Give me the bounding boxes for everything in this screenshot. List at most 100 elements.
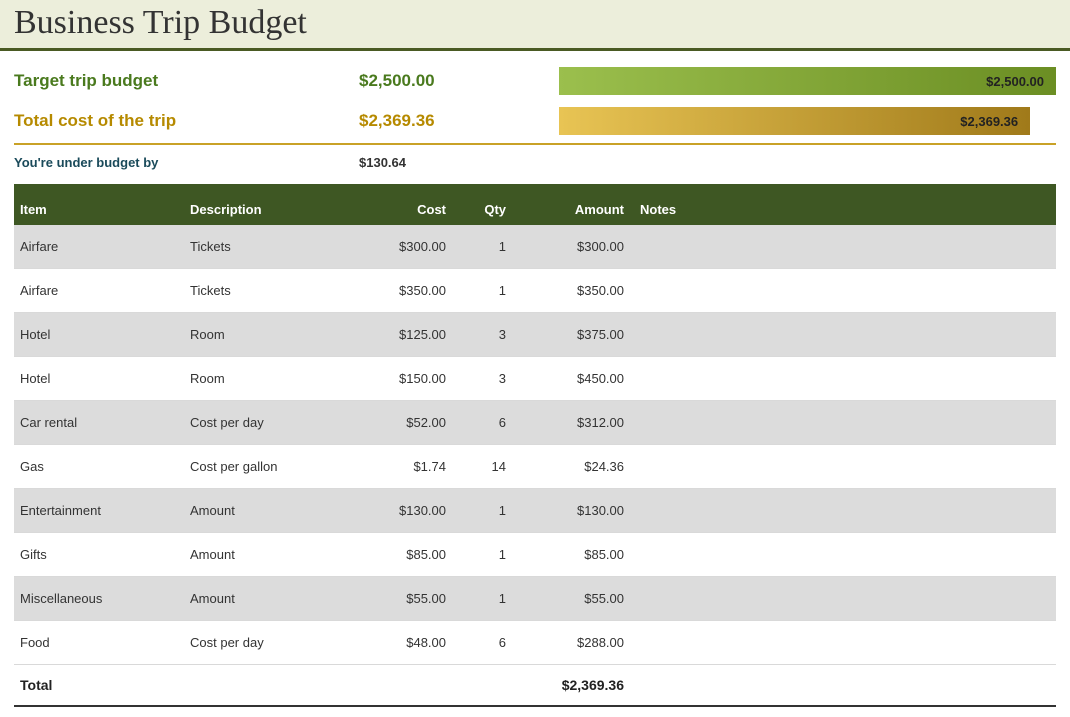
table-row: GiftsAmount$85.001$85.00	[14, 533, 1056, 577]
header-description: Description	[184, 184, 364, 225]
cell-description: Cost per day	[184, 621, 364, 665]
cell-cost: $85.00	[364, 533, 464, 577]
header-item: Item	[14, 184, 184, 225]
cell-cost: $130.00	[364, 489, 464, 533]
cell-description: Tickets	[184, 269, 364, 313]
cell-description: Amount	[184, 489, 364, 533]
cell-qty: 1	[464, 225, 524, 269]
table-row: HotelRoom$150.003$450.00	[14, 357, 1056, 401]
cell-notes	[634, 489, 1056, 533]
target-bar-text: $2,500.00	[986, 74, 1044, 89]
table-row: GasCost per gallon$1.7414$24.36	[14, 445, 1056, 489]
table-row: FoodCost per day$48.006$288.00	[14, 621, 1056, 665]
cell-amount: $375.00	[524, 313, 634, 357]
actual-bar-holder: $2,369.36	[559, 107, 1056, 135]
header-qty: Qty	[464, 184, 524, 225]
cell-amount: $300.00	[524, 225, 634, 269]
cell-qty: 14	[464, 445, 524, 489]
table-row: Car rentalCost per day$52.006$312.00	[14, 401, 1056, 445]
header-amount: Amount	[524, 184, 634, 225]
actual-cost-row: Total cost of the trip $2,369.36 $2,369.…	[14, 101, 1056, 141]
cell-item: Airfare	[14, 225, 184, 269]
cell-amount: $288.00	[524, 621, 634, 665]
target-bar: $2,500.00	[559, 67, 1056, 95]
cell-notes	[634, 577, 1056, 621]
cell-cost: $300.00	[364, 225, 464, 269]
cell-item: Entertainment	[14, 489, 184, 533]
target-budget-row: Target trip budget $2,500.00 $2,500.00	[14, 61, 1056, 101]
cell-cost: $1.74	[364, 445, 464, 489]
cell-item: Gas	[14, 445, 184, 489]
budget-table: Item Description Cost Qty Amount Notes A…	[14, 184, 1056, 707]
header-cost: Cost	[364, 184, 464, 225]
table-row: MiscellaneousAmount$55.001$55.00	[14, 577, 1056, 621]
table-row: AirfareTickets$350.001$350.00	[14, 269, 1056, 313]
cell-notes	[634, 445, 1056, 489]
budget-table-wrap: Item Description Cost Qty Amount Notes A…	[0, 184, 1070, 717]
cell-item: Gifts	[14, 533, 184, 577]
cell-description: Room	[184, 313, 364, 357]
cell-item: Miscellaneous	[14, 577, 184, 621]
header-band: Business Trip Budget	[0, 0, 1070, 51]
target-budget-label: Target trip budget	[14, 71, 359, 91]
cell-amount: $55.00	[524, 577, 634, 621]
cell-amount: $130.00	[524, 489, 634, 533]
table-row: EntertainmentAmount$130.001$130.00	[14, 489, 1056, 533]
cell-notes	[634, 621, 1056, 665]
cell-cost: $52.00	[364, 401, 464, 445]
cell-qty: 1	[464, 269, 524, 313]
cell-qty: 3	[464, 357, 524, 401]
table-footer-row: Total $2,369.36	[14, 665, 1056, 707]
cell-description: Amount	[184, 577, 364, 621]
cell-item: Hotel	[14, 357, 184, 401]
cell-amount: $350.00	[524, 269, 634, 313]
page-title: Business Trip Budget	[14, 4, 1056, 42]
cell-qty: 1	[464, 489, 524, 533]
under-budget-value: $130.64	[359, 155, 406, 170]
actual-cost-label: Total cost of the trip	[14, 111, 359, 131]
gold-divider	[14, 143, 1056, 145]
footer-amount: $2,369.36	[524, 665, 634, 707]
under-budget-label: You're under budget by	[14, 155, 359, 170]
cell-item: Car rental	[14, 401, 184, 445]
cell-notes	[634, 401, 1056, 445]
cell-notes	[634, 269, 1056, 313]
cell-cost: $48.00	[364, 621, 464, 665]
cell-qty: 1	[464, 533, 524, 577]
cell-item: Hotel	[14, 313, 184, 357]
summary-area: Target trip budget $2,500.00 $2,500.00 T…	[0, 51, 1070, 184]
cell-amount: $85.00	[524, 533, 634, 577]
table-row: AirfareTickets$300.001$300.00	[14, 225, 1056, 269]
footer-label: Total	[14, 665, 184, 707]
cell-description: Cost per day	[184, 401, 364, 445]
cell-amount: $450.00	[524, 357, 634, 401]
actual-cost-value: $2,369.36	[359, 111, 559, 131]
target-budget-value: $2,500.00	[359, 71, 559, 91]
cell-qty: 6	[464, 401, 524, 445]
cell-description: Tickets	[184, 225, 364, 269]
table-row: HotelRoom$125.003$375.00	[14, 313, 1056, 357]
cell-cost: $125.00	[364, 313, 464, 357]
cell-qty: 3	[464, 313, 524, 357]
cell-description: Cost per gallon	[184, 445, 364, 489]
cell-notes	[634, 313, 1056, 357]
cell-notes	[634, 533, 1056, 577]
cell-cost: $55.00	[364, 577, 464, 621]
target-bar-holder: $2,500.00	[559, 67, 1056, 95]
under-budget-row: You're under budget by $130.64	[14, 149, 1056, 184]
cell-item: Food	[14, 621, 184, 665]
cell-qty: 6	[464, 621, 524, 665]
cell-notes	[634, 357, 1056, 401]
cell-description: Amount	[184, 533, 364, 577]
cell-amount: $24.36	[524, 445, 634, 489]
cell-cost: $350.00	[364, 269, 464, 313]
actual-bar-text: $2,369.36	[960, 114, 1018, 129]
cell-description: Room	[184, 357, 364, 401]
cell-cost: $150.00	[364, 357, 464, 401]
cell-qty: 1	[464, 577, 524, 621]
table-header-row: Item Description Cost Qty Amount Notes	[14, 184, 1056, 225]
header-notes: Notes	[634, 184, 1056, 225]
cell-amount: $312.00	[524, 401, 634, 445]
actual-bar: $2,369.36	[559, 107, 1030, 135]
cell-notes	[634, 225, 1056, 269]
